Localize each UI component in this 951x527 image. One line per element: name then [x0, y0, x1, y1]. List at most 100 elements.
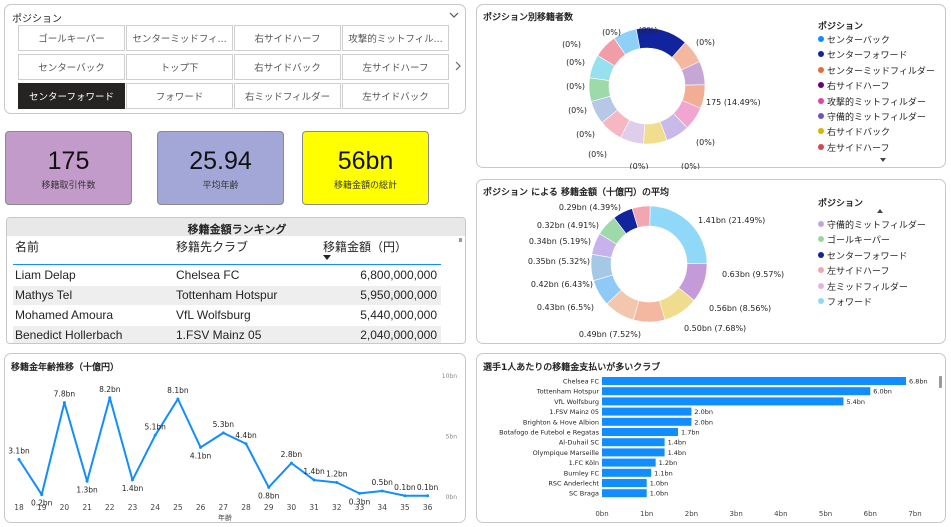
- bar[interactable]: [602, 407, 692, 416]
- data-label: 4.1bn: [190, 451, 212, 460]
- bar-value-label: 1.4bn: [668, 439, 687, 447]
- legend-item[interactable]: 守備的ミットフィルダー: [818, 218, 926, 231]
- chevron-right-icon[interactable]: [454, 61, 462, 71]
- legend-item[interactable]: 右サイドハーフ: [818, 79, 889, 92]
- legend-item[interactable]: 右サイドバック: [818, 125, 890, 138]
- donut-slice[interactable]: [613, 28, 641, 56]
- bar[interactable]: [602, 428, 679, 436]
- bar[interactable]: [602, 489, 647, 498]
- category-label: Chelsea FC: [563, 378, 600, 386]
- data-point[interactable]: [153, 433, 157, 437]
- data-point[interactable]: [62, 401, 66, 405]
- slicer-option[interactable]: センターバック: [18, 54, 125, 80]
- kpi-transfer-count: 175 移籍取引件数: [5, 131, 132, 205]
- bar[interactable]: [602, 417, 692, 426]
- kpi-value: 25.94: [189, 146, 252, 175]
- legend-item[interactable]: 左サイドハーフ: [818, 141, 889, 154]
- data-point[interactable]: [267, 485, 271, 489]
- sort-desc-icon[interactable]: [323, 255, 331, 261]
- data-label: 1.4bn: [122, 484, 144, 493]
- bar[interactable]: [602, 438, 665, 447]
- data-point[interactable]: [244, 442, 248, 446]
- legend-item[interactable]: ゴールキーパー: [818, 233, 890, 246]
- chevron-down-icon[interactable]: [449, 11, 459, 19]
- data-point[interactable]: [221, 431, 225, 435]
- table-scrollbar[interactable]: [459, 238, 462, 242]
- legend-item[interactable]: センターフォワード: [818, 48, 907, 61]
- data-point[interactable]: [17, 457, 21, 461]
- bar-value-label: 6.8bn: [909, 378, 928, 386]
- slicer-option[interactable]: 右ミッドフィルダー: [234, 83, 341, 109]
- scroll-up-icon[interactable]: [877, 209, 883, 213]
- ranking-title: 移籍金額ランキング: [187, 223, 287, 236]
- donut-slice[interactable]: [649, 205, 708, 264]
- bar[interactable]: [602, 468, 652, 477]
- position-slicer: ポジション ゴールキーパー センターミッドフィ... 右サイドハーフ 攻撃的ミットフィ…: [4, 4, 466, 114]
- x-tick-label: 29: [264, 503, 274, 512]
- legend-item[interactable]: 攻撃的ミットフィルダー: [818, 95, 926, 108]
- legend-item[interactable]: センターフォワード: [818, 249, 907, 262]
- legend-label: 守備的ミットフィルダー: [827, 113, 926, 123]
- legend-item[interactable]: センターミッドフィルダー: [818, 64, 935, 77]
- slicer-option[interactable]: センターミッドフィ...: [126, 25, 233, 51]
- category-label: Burnley FC: [564, 469, 600, 477]
- bar[interactable]: [602, 377, 907, 385]
- donut1-title: ポジション別移籍者数: [483, 13, 574, 23]
- bar[interactable]: [602, 479, 647, 487]
- data-point[interactable]: [131, 478, 134, 482]
- data-point[interactable]: [199, 445, 203, 449]
- slice-label: (0%): [630, 162, 649, 169]
- slicer-option[interactable]: トップ下: [126, 54, 233, 80]
- slice-label: 0.35bn (5.32%): [528, 257, 590, 266]
- slicer-option[interactable]: フォワード: [126, 83, 233, 109]
- slicer-option[interactable]: 左サイドバック: [342, 83, 449, 109]
- legend-item[interactable]: 左ミッドフィルダー: [818, 280, 908, 293]
- x-tick-label: 24: [150, 503, 160, 512]
- data-label: 8.1bn: [167, 386, 189, 395]
- position-count-panel: ポジション別移籍者数 (0%) (0%) (0%) (0%) (0%) (0%) (0%)(…: [476, 4, 946, 169]
- data-point[interactable]: [85, 479, 89, 483]
- slice-label: 0.50bn (7.68%): [684, 324, 746, 333]
- legend-marker-icon: [818, 113, 824, 119]
- slicer-option[interactable]: センターフォワード: [18, 83, 125, 109]
- x-tick-label: 20: [60, 503, 70, 512]
- slicer-option[interactable]: 右サイドハーフ: [234, 25, 341, 51]
- scroll-down-icon[interactable]: [880, 158, 886, 162]
- legend-item[interactable]: センターバック: [818, 33, 890, 46]
- bar-chart-scrollbar[interactable]: [939, 376, 942, 388]
- x-tick-label: 23: [128, 503, 138, 512]
- bar[interactable]: [602, 397, 844, 406]
- legend-item[interactable]: 守備的ミットフィルダー: [818, 110, 926, 123]
- data-point[interactable]: [380, 489, 384, 493]
- data-label: 0.8bn: [258, 491, 280, 500]
- bar[interactable]: [602, 387, 871, 396]
- data-point[interactable]: [312, 478, 316, 482]
- data-point[interactable]: [403, 494, 407, 498]
- data-point[interactable]: [176, 397, 180, 401]
- data-point[interactable]: [358, 491, 361, 495]
- data-point[interactable]: [40, 493, 44, 497]
- data-point[interactable]: [335, 480, 339, 484]
- bar[interactable]: [602, 458, 656, 467]
- slice-label: (0%): [568, 106, 587, 115]
- data-label: 0.2bn: [31, 499, 53, 508]
- data-point[interactable]: [289, 461, 293, 465]
- category-label: Al-Duhail SC: [559, 439, 600, 447]
- slicer-option[interactable]: 攻撃的ミットフィル...: [342, 25, 449, 51]
- slicer-option[interactable]: ゴールキーパー: [18, 25, 125, 51]
- bar-value-label: 2.0bn: [694, 418, 713, 426]
- bar[interactable]: [602, 448, 665, 457]
- legend-item[interactable]: 左サイドハーフ: [818, 264, 889, 277]
- donut-slice[interactable]: [631, 205, 651, 229]
- column-header-club[interactable]: 移籍先クラブ: [176, 240, 249, 254]
- data-point[interactable]: [108, 396, 112, 400]
- slicer-option[interactable]: 左サイドハーフ: [342, 54, 449, 80]
- column-header-name[interactable]: 名前: [15, 240, 40, 254]
- data-point[interactable]: [426, 494, 430, 498]
- club-cell: Chelsea FC: [176, 268, 240, 282]
- column-header-fee[interactable]: 移籍金額（円）: [323, 240, 408, 254]
- slicer-option[interactable]: 右サイドバック: [234, 54, 341, 80]
- legend-marker-icon: [818, 267, 824, 274]
- legend-label: 右サイドバック: [827, 128, 891, 139]
- legend-item[interactable]: フォワード: [818, 295, 872, 308]
